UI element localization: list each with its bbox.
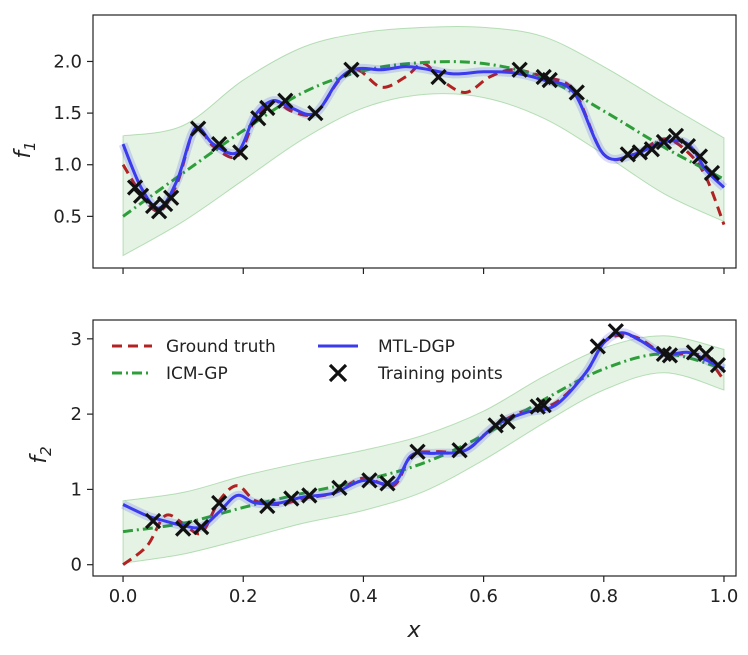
bottom-icm-gp-band (122, 335, 725, 564)
bottom-training-point (487, 417, 504, 434)
bottom-ticks: 0.0 0.2 0.4 0.6 0.8 1.0 0 1 2 3 (71, 329, 739, 607)
legend-training-points-marker (328, 363, 348, 383)
top-training-point (430, 68, 447, 86)
legend: Ground truth ICM-GP MTL-DGP Training poi… (112, 337, 503, 384)
legend-ground-truth-label: Ground truth (166, 337, 276, 357)
top-ytick-label: 2.0 (53, 51, 82, 72)
bottom-xtick-label: 0.8 (589, 586, 618, 607)
bottom-ytick-label: 0 (71, 555, 82, 576)
top-training-point (511, 61, 528, 78)
bottom-training-point (589, 338, 606, 355)
top-ytick-label: 1.0 (53, 155, 82, 176)
bottom-training-points (144, 323, 727, 537)
top-training-point (655, 133, 673, 151)
top-training-point (232, 144, 249, 161)
top-training-point (703, 164, 721, 182)
top-training-point (619, 146, 636, 163)
bottom-panel: 0.0 0.2 0.4 0.6 0.8 1.0 0 1 2 3 f2 x Ground truth… (27, 319, 739, 643)
bottom-training-point (144, 512, 162, 530)
bottom-training-point (175, 520, 192, 537)
bottom-training-point (283, 490, 300, 507)
top-training-point (343, 61, 360, 78)
bottom-ytick-label: 1 (71, 479, 82, 500)
bottom-plot-area (121, 323, 727, 566)
bottom-xtick-label: 0.0 (109, 586, 138, 607)
bottom-xtick-label: 0.2 (229, 586, 258, 607)
top-training-points (126, 61, 721, 220)
bottom-training-point (709, 357, 727, 374)
top-training-point (307, 104, 324, 122)
bottom-xtick-label: 1.0 (710, 586, 739, 607)
bottom-xtick-label: 0.4 (349, 586, 378, 607)
bottom-training-point (409, 443, 426, 460)
bottom-training-point (661, 347, 679, 364)
top-training-point (211, 135, 228, 153)
bottom-training-point (379, 475, 396, 492)
bottom-xtick-label: 0.6 (469, 586, 498, 607)
legend-training-points-label: Training points (377, 364, 503, 384)
top-panel: 0.5 1.0 1.5 2.0 f1 (11, 14, 737, 274)
top-training-point (190, 120, 207, 137)
bottom-training-point (331, 479, 348, 497)
top-plot-area (118, 25, 728, 257)
top-icm-gp-band (122, 25, 725, 257)
bottom-ytick-label: 2 (71, 404, 82, 425)
top-training-point (631, 144, 648, 161)
top-training-point (691, 148, 709, 165)
bottom-axes-frame (92, 319, 737, 577)
top-training-point (568, 84, 585, 101)
bottom-icm-gp (122, 352, 725, 534)
bottom-training-point (361, 472, 378, 489)
bottom-xlabel: x (406, 618, 421, 643)
top-training-point (162, 189, 180, 206)
bottom-training-point (301, 487, 318, 504)
bottom-training-point (535, 396, 552, 414)
top-training-point (541, 71, 558, 89)
bottom-training-point (193, 518, 210, 536)
top-ytick-label: 1.5 (53, 103, 82, 124)
bottom-ylabel: f2 (27, 446, 55, 463)
bottom-training-point (211, 494, 228, 512)
top-axes-frame (92, 14, 737, 269)
legend-mtl-dgp-label: MTL-DGP (378, 337, 455, 357)
bottom-training-point (499, 413, 516, 430)
bottom-training-point (259, 497, 276, 515)
bottom-ytick-label: 3 (71, 329, 82, 350)
top-training-point (643, 141, 661, 158)
top-ytick-label: 0.5 (53, 206, 82, 227)
bottom-training-point (607, 323, 624, 340)
bottom-training-point (451, 442, 468, 459)
top-training-point (259, 99, 276, 117)
top-training-point (277, 92, 294, 109)
top-ticks: 0.5 1.0 1.5 2.0 (53, 51, 725, 274)
legend-icm-gp-label: ICM-GP (166, 364, 228, 384)
top-ylabel: f1 (11, 141, 39, 158)
